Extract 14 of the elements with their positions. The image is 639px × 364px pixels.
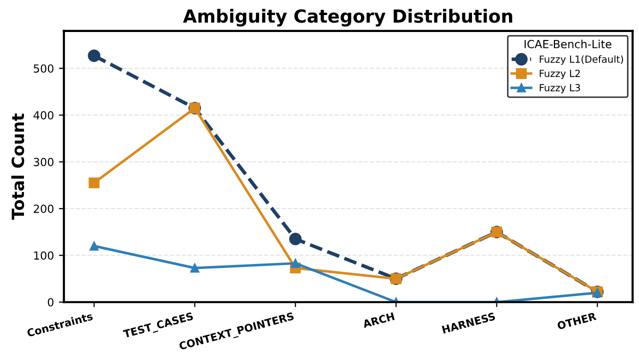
y-tick-label: 500 <box>34 64 54 73</box>
legend-label: Fuzzy L3 <box>540 84 580 94</box>
x-tick-label: ARCH <box>362 312 395 328</box>
legend-label: Fuzzy L2 <box>540 70 580 79</box>
y-axis-title: Total Count <box>11 114 24 220</box>
y-tick-label: 100 <box>34 251 54 260</box>
chart-title: Ambiguity Category Distribution <box>183 8 512 27</box>
y-tick-label: 200 <box>34 204 54 213</box>
x-tick-label: OTHER <box>556 312 597 330</box>
legend-label: Fuzzy L1(Default) <box>540 55 624 65</box>
legend-title: ICAE-Bench-Lite <box>524 40 612 48</box>
y-tick-label: 300 <box>34 158 54 166</box>
y-tick-label: 0 <box>48 298 54 306</box>
y-tick-label: 400 <box>34 111 54 120</box>
